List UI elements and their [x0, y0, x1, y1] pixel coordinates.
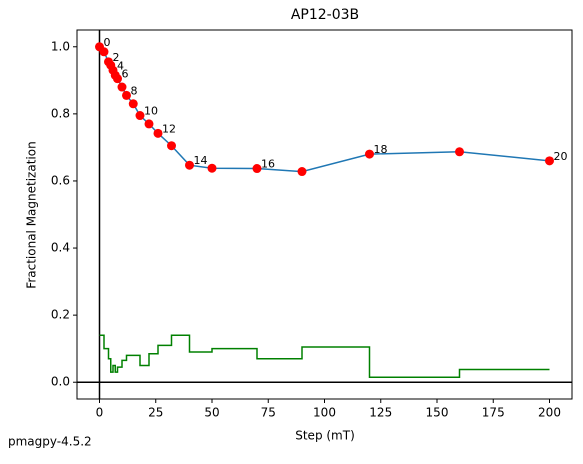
data-point	[144, 119, 154, 129]
data-point	[117, 82, 127, 92]
y-tick-label: 0.8	[51, 106, 70, 120]
data-point	[113, 74, 122, 84]
x-tick-label: 150	[426, 406, 449, 420]
chart-title: AP12-03B	[291, 7, 359, 23]
data-point	[128, 99, 138, 109]
data-point	[297, 167, 307, 177]
x-axis-label: Step (mT)	[295, 429, 355, 443]
point-label: 14	[194, 154, 208, 167]
data-point	[207, 163, 217, 173]
x-tick-label: 0	[96, 406, 104, 420]
point-label: 12	[162, 122, 176, 135]
data-point	[455, 147, 464, 157]
data-point	[545, 156, 554, 166]
footer: pmagpy-4.5.2	[8, 435, 92, 449]
data-point	[99, 47, 109, 57]
plot-frame	[76, 29, 573, 400]
point-label: 10	[144, 105, 158, 118]
point-label: 6	[122, 68, 129, 81]
y-tick-label: 0.6	[51, 173, 70, 187]
x-tick-label: 50	[204, 406, 219, 420]
point-label: 16	[261, 158, 275, 171]
y-tick-label: 1.0	[51, 39, 70, 53]
point-label: 4	[117, 59, 124, 72]
data-point	[122, 90, 131, 100]
x-tick-label: 75	[261, 406, 276, 420]
data-point	[167, 141, 176, 151]
point-label: 20	[554, 150, 568, 163]
y-tick-label: 0.2	[51, 308, 70, 322]
data-point	[365, 149, 374, 159]
x-tick-label: 25	[148, 406, 163, 420]
data-point	[185, 160, 194, 170]
step-line	[99, 334, 550, 378]
data-point	[135, 111, 145, 121]
y-tick-label: 0.4	[51, 241, 70, 255]
point-label: 8	[131, 84, 138, 97]
x-tick-label: 100	[313, 406, 336, 420]
data-point	[252, 164, 262, 174]
point-label: 2	[113, 51, 120, 64]
data-point	[153, 128, 163, 138]
x-tick-label: 175	[482, 406, 505, 420]
point-label: 0	[104, 36, 111, 49]
x-tick-label: 200	[538, 406, 561, 420]
data-line	[98, 46, 550, 173]
y-tick-label: 0.0	[51, 375, 70, 389]
y-axis-label: Fractional Magnetization	[25, 141, 39, 288]
point-label: 18	[374, 143, 388, 156]
x-tick-label: 125	[369, 406, 392, 420]
